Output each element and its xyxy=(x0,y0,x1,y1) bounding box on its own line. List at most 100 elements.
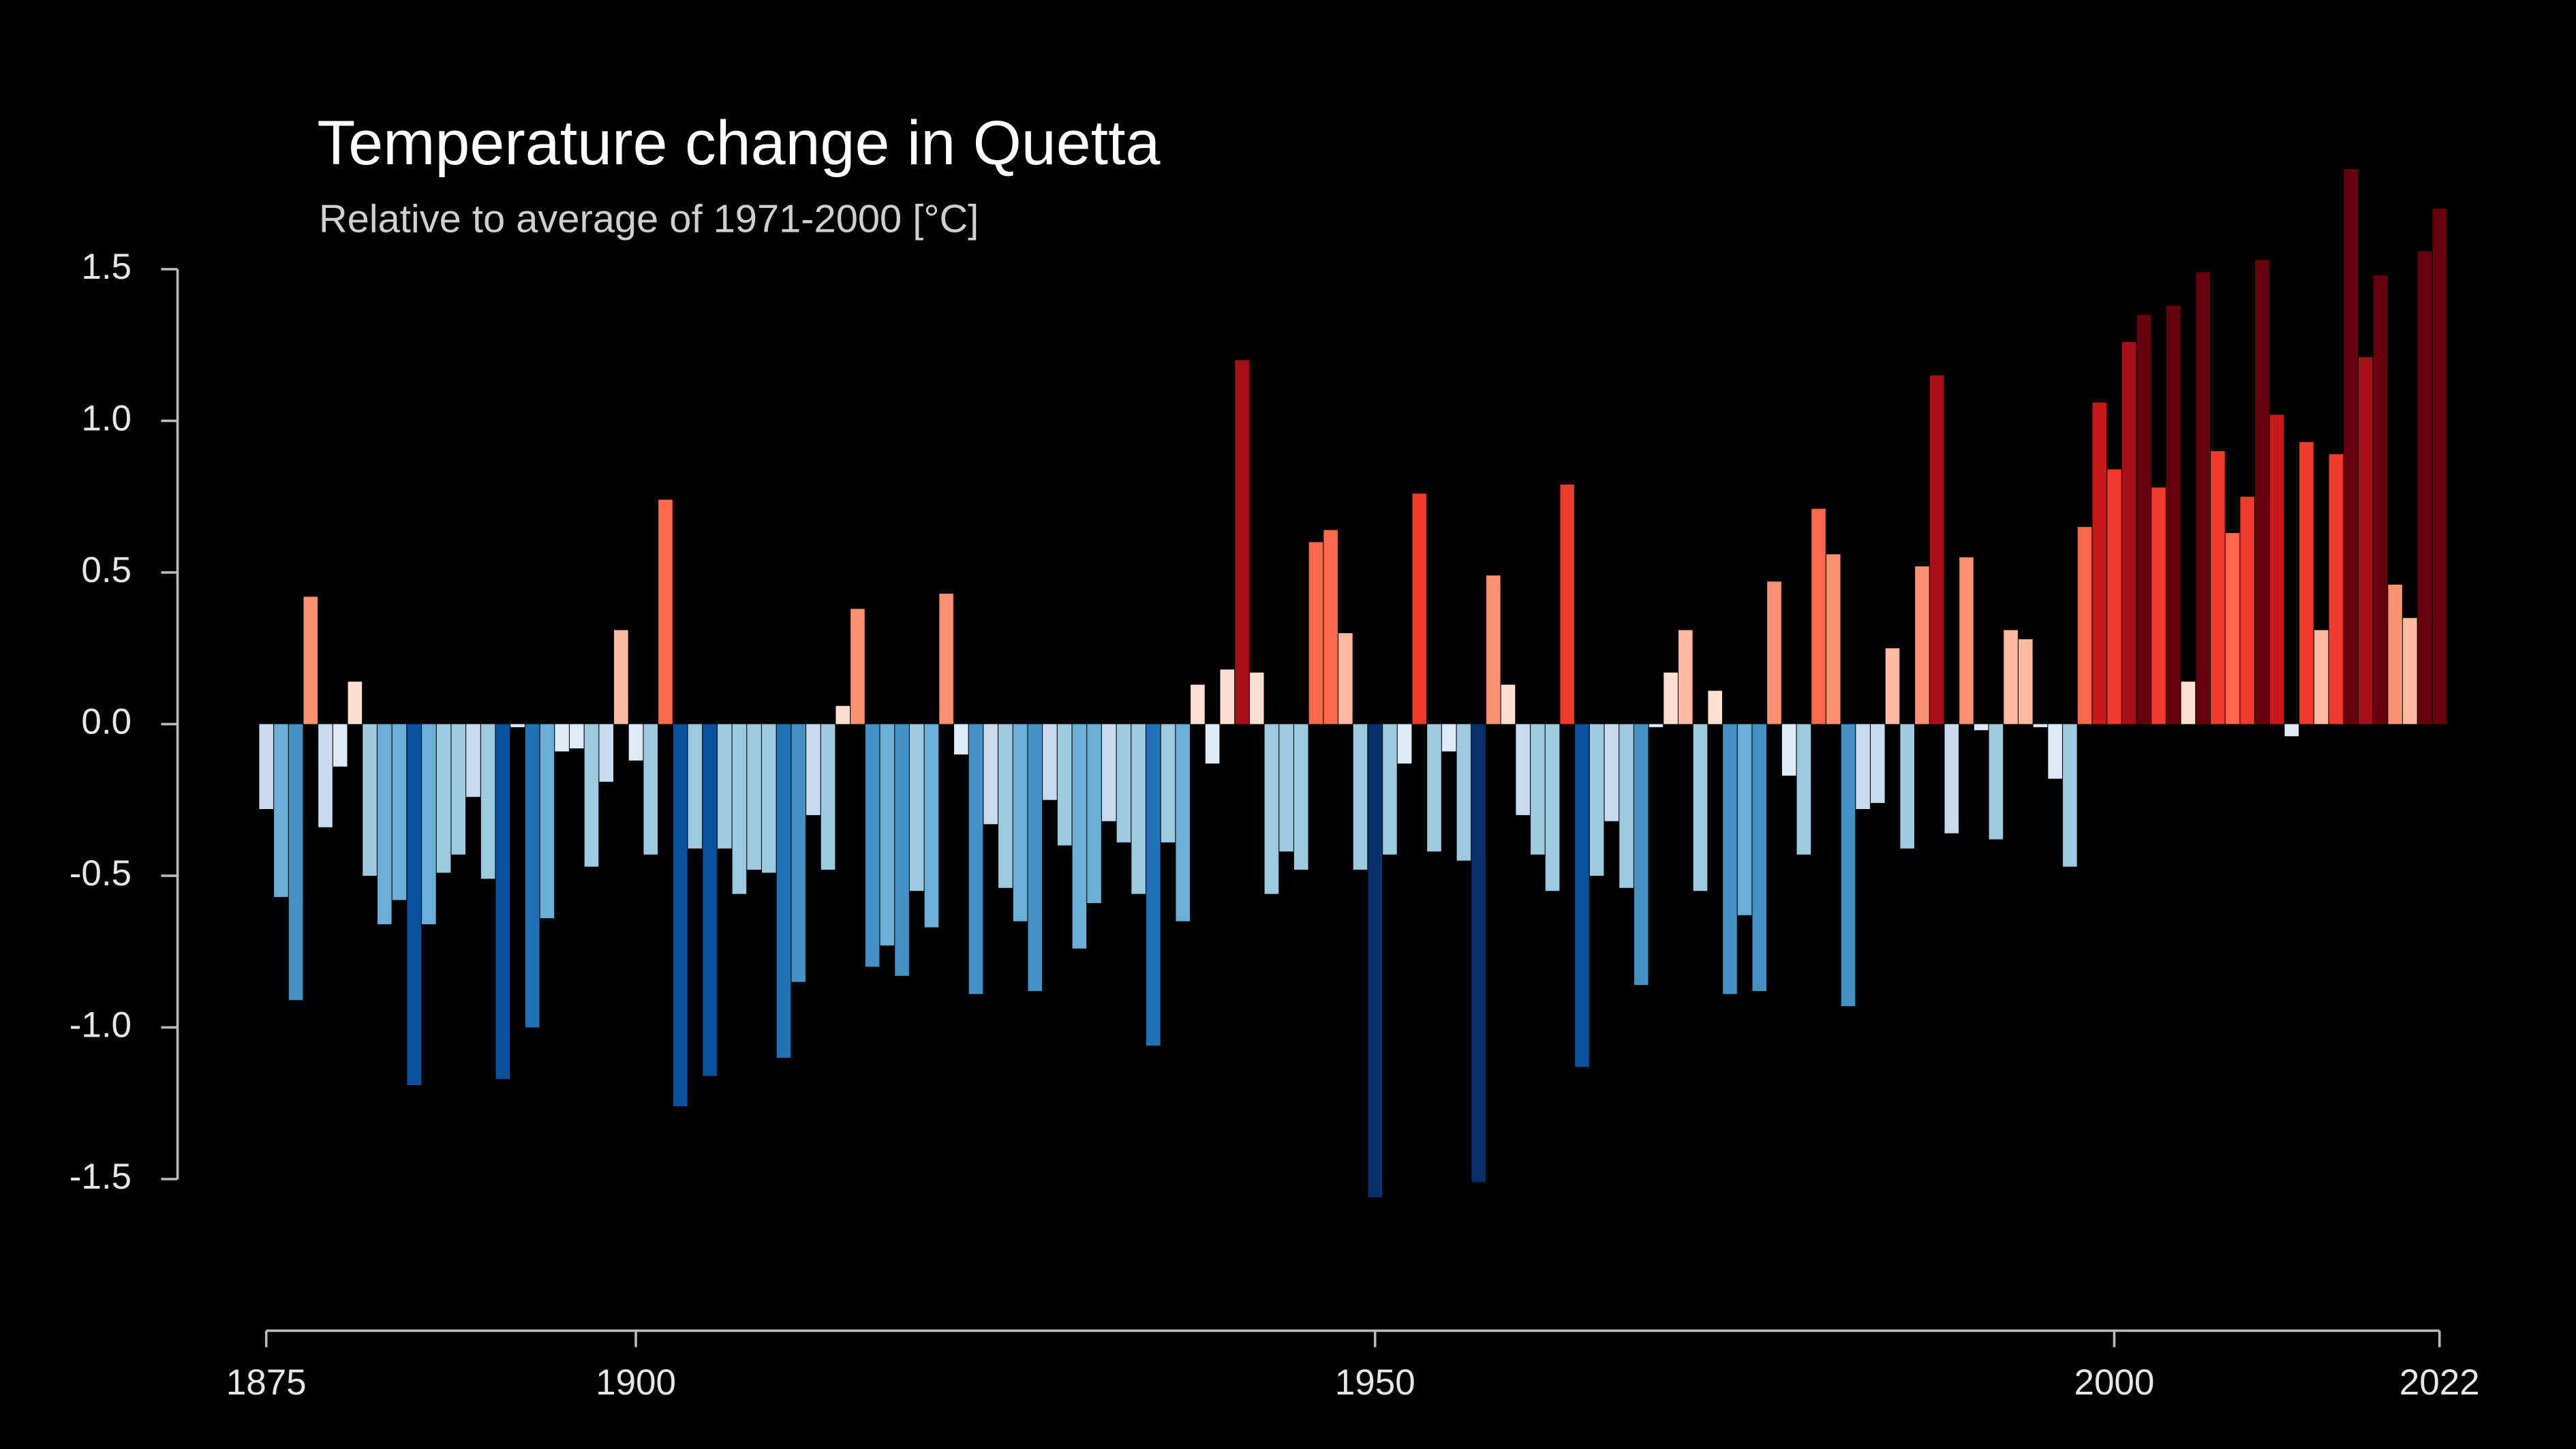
bar xyxy=(1308,542,1323,724)
bar xyxy=(2210,451,2225,724)
bar xyxy=(628,724,643,761)
bar xyxy=(1249,672,1264,724)
bar xyxy=(614,630,628,724)
bar xyxy=(703,724,717,1076)
bar xyxy=(392,724,407,900)
bar xyxy=(2077,527,2092,724)
bar xyxy=(525,724,540,1028)
bar xyxy=(569,724,584,749)
bar xyxy=(2269,414,2284,724)
bar xyxy=(1663,672,1678,724)
bar xyxy=(2432,208,2447,724)
bar xyxy=(466,724,480,797)
bar xyxy=(2048,724,2062,779)
bar xyxy=(1516,724,1530,815)
bar xyxy=(1678,630,1693,724)
bar xyxy=(1176,724,1191,921)
bar xyxy=(2329,454,2344,724)
bar xyxy=(968,724,983,994)
bar xyxy=(1929,375,1944,724)
bar xyxy=(658,500,673,724)
bar xyxy=(1781,724,1796,776)
bar xyxy=(2181,682,2196,724)
bar xyxy=(1338,632,1353,724)
bar xyxy=(1959,557,1974,724)
bar xyxy=(821,724,835,870)
bar xyxy=(2344,169,2358,724)
chart-subtitle: Relative to average of 1971-2000 [°C] xyxy=(319,198,979,241)
y-tick-label: 1.5 xyxy=(81,247,132,287)
bar xyxy=(303,596,318,724)
bar xyxy=(1989,724,2004,840)
bar xyxy=(1427,724,1441,852)
bar xyxy=(806,724,821,815)
bar xyxy=(1101,724,1116,821)
bar xyxy=(1456,724,1471,861)
bar xyxy=(2225,533,2240,724)
bar xyxy=(1531,724,1545,855)
bar xyxy=(895,724,909,976)
bar xyxy=(1397,724,1412,764)
bar xyxy=(1752,724,1767,992)
bar xyxy=(1146,724,1161,1046)
bar xyxy=(1796,724,1811,855)
bar xyxy=(761,724,776,873)
bar xyxy=(909,724,924,891)
bar xyxy=(540,724,555,919)
bar xyxy=(2240,496,2254,724)
bar xyxy=(1486,575,1501,724)
bar xyxy=(510,724,525,727)
bar xyxy=(924,724,939,928)
bar xyxy=(584,724,599,867)
bar xyxy=(954,724,968,754)
bar xyxy=(1708,690,1723,724)
bar xyxy=(1043,724,1057,800)
bar xyxy=(776,724,791,1058)
bar xyxy=(1220,669,1235,724)
bar xyxy=(2151,487,2166,724)
bar xyxy=(480,724,495,879)
bar xyxy=(1013,724,1028,921)
bar xyxy=(1441,724,1456,752)
bar xyxy=(2033,724,2048,727)
bar xyxy=(1604,724,1619,821)
bar xyxy=(363,724,377,876)
bar xyxy=(835,705,850,724)
bar xyxy=(2284,724,2299,737)
bar xyxy=(333,724,348,767)
bar xyxy=(2299,442,2314,724)
bar xyxy=(791,724,806,982)
y-tick-label: -1.5 xyxy=(70,1157,132,1197)
bar xyxy=(1471,724,1486,1183)
bar xyxy=(880,724,895,946)
bar xyxy=(377,724,392,925)
bar xyxy=(1900,724,1915,849)
bar xyxy=(1634,724,1649,986)
bar xyxy=(451,724,466,855)
bar xyxy=(2314,630,2329,724)
bar xyxy=(348,682,363,724)
bar xyxy=(1161,724,1176,842)
bar xyxy=(673,724,688,1107)
bar xyxy=(288,724,303,1001)
bar xyxy=(1723,724,1737,994)
bar xyxy=(2121,341,2136,724)
bar xyxy=(2004,630,2018,724)
bar xyxy=(732,724,747,894)
x-tick-label: 2000 xyxy=(2074,1362,2154,1403)
x-tick-label: 2022 xyxy=(2399,1362,2480,1403)
bar xyxy=(747,724,761,870)
bar xyxy=(1264,724,1279,894)
bar xyxy=(1087,724,1101,903)
bar xyxy=(1383,724,1397,855)
bar xyxy=(495,724,510,1080)
bar xyxy=(1545,724,1560,891)
bar xyxy=(1885,648,1900,724)
bar xyxy=(1767,581,1781,724)
y-tick-label: 0.0 xyxy=(81,701,132,742)
bar xyxy=(318,724,333,827)
chart-title: Temperature change in Quetta xyxy=(317,108,1160,178)
bar xyxy=(1649,724,1663,727)
bar xyxy=(717,724,732,849)
